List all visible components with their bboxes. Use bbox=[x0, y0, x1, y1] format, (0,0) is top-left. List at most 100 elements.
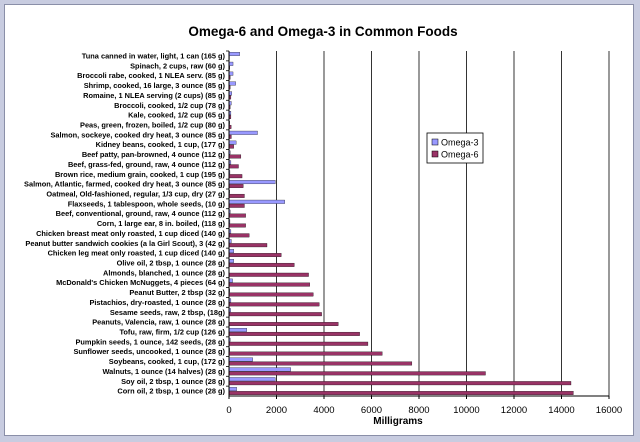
bar-omega-6 bbox=[228, 174, 243, 179]
bar-omega-6 bbox=[228, 223, 246, 228]
bar-omega-6 bbox=[228, 203, 245, 208]
bar-omega-6 bbox=[228, 371, 486, 376]
category-label: Romaine, 1 NLEA serving (2 cups) (85 g) bbox=[83, 91, 225, 100]
legend-box bbox=[426, 132, 484, 164]
category-label: Salmon, Atlantic, farmed, cooked dry hea… bbox=[24, 180, 226, 189]
bar-omega-3 bbox=[228, 387, 237, 392]
bar-omega-6 bbox=[228, 213, 246, 218]
category-label: Salmon, sockeye, cooked dry heat, 3 ounc… bbox=[50, 130, 225, 139]
category-label: Tofu, raw, firm, 1/2 cup (126 g) bbox=[119, 328, 225, 337]
bar-omega-3 bbox=[228, 367, 291, 372]
bar-omega-3 bbox=[228, 61, 234, 66]
bar-omega-3 bbox=[228, 328, 247, 332]
x-tick-label: 6000 bbox=[361, 405, 382, 416]
category-label: Brown rice, medium grain, cooked, 1 cup … bbox=[55, 170, 226, 179]
category-label: Pumpkin seeds, 1 ounce, 142 seeds, (28 g… bbox=[75, 337, 225, 346]
bar-omega-3 bbox=[228, 278, 233, 283]
bar-omega-6 bbox=[228, 322, 339, 326]
bar-omega-6 bbox=[228, 391, 574, 395]
x-tick-label: 16000 bbox=[596, 405, 622, 416]
bar-omega-6 bbox=[228, 272, 309, 277]
bar-omega-3 bbox=[228, 357, 253, 362]
category-label: Peanut Butter, 2 tbsp (32 g) bbox=[129, 288, 225, 297]
bar-omega-3 bbox=[228, 377, 276, 382]
category-label: Chicken breast meat only roasted, 1 cup … bbox=[36, 229, 225, 238]
category-label: Kidney beans, cooked, 1 cup, (177 g) bbox=[96, 140, 226, 149]
bar-omega-6 bbox=[228, 381, 572, 386]
chart-title: Omega-6 and Omega-3 in Common Foods bbox=[188, 24, 457, 39]
bar-omega-6 bbox=[228, 292, 314, 297]
bar-omega-6 bbox=[228, 184, 244, 188]
bar-omega-6 bbox=[228, 341, 369, 346]
legend-swatch bbox=[431, 150, 439, 158]
category-label: Shrimp, cooked, 16 large, 3 ounce (85 g) bbox=[84, 81, 226, 90]
x-tick-label: 8000 bbox=[408, 405, 429, 416]
bar-omega-6 bbox=[228, 164, 239, 169]
gridlines bbox=[276, 51, 610, 396]
bar-omega-3 bbox=[228, 180, 276, 185]
category-label: Spinach, 2 cups, raw (60 g) bbox=[130, 61, 225, 70]
bar-omega-6 bbox=[228, 243, 268, 248]
category-label: Sesame seeds, raw, 2 tbsp, (18g) bbox=[110, 308, 226, 317]
category-label: Tuna canned in water, light, 1 can (165 … bbox=[82, 52, 226, 61]
category-label: Sunflower seeds, uncooked, 1 ounce (28 g… bbox=[73, 347, 225, 356]
bar-omega-3 bbox=[228, 140, 237, 145]
bar-omega-6 bbox=[228, 361, 413, 366]
legend-swatch bbox=[431, 138, 439, 146]
category-label: Corn oil, 2 tbsp, 1 ounce (28 g) bbox=[117, 387, 225, 396]
category-label: Walnuts, 1 ounce (14 halves) (28 g) bbox=[102, 367, 225, 376]
category-label: Broccoli rabe, cooked, 1 NLEA serv. (85 … bbox=[77, 71, 225, 80]
x-tick-label: 14000 bbox=[548, 405, 574, 416]
x-tick-label: 12000 bbox=[501, 405, 527, 416]
legend-label: Omega-3 bbox=[441, 138, 479, 148]
bar-omega-6 bbox=[228, 154, 242, 159]
bar-omega-3 bbox=[228, 130, 258, 135]
bar-omega-6 bbox=[228, 262, 295, 267]
bar-omega-3 bbox=[228, 199, 285, 204]
category-label: Broccoli, cooked, 1/2 cup (78 g) bbox=[114, 101, 225, 110]
category-label: Olive oil, 2 tbsp, 1 ounce (28 g) bbox=[117, 259, 226, 268]
category-label: Beef, conventional, ground, raw, 4 ounce… bbox=[56, 209, 226, 218]
bar-chart: Omega-6 and Omega-3 in Common Foods Tuna… bbox=[24, 24, 622, 427]
axes bbox=[226, 50, 610, 399]
x-tick-label: 10000 bbox=[453, 405, 479, 416]
category-label: Soybeans, cooked, 1 cup, (172 g) bbox=[109, 357, 226, 366]
bar-omega-6 bbox=[228, 302, 320, 307]
x-tick-label: 0 bbox=[226, 405, 231, 416]
category-label: Soy oil, 2 tbsp, 1 ounce (28 g) bbox=[121, 377, 225, 386]
category-label: Peanuts, Valencia, raw, 1 ounce (28 g) bbox=[92, 318, 225, 327]
category-label: Beef patty, pan-browned, 4 ounce (112 g) bbox=[82, 150, 226, 159]
bar-omega-3 bbox=[228, 71, 234, 76]
bar-omega-6 bbox=[228, 312, 322, 317]
legend-label: Omega-6 bbox=[441, 150, 479, 160]
bar-omega-6 bbox=[228, 193, 245, 198]
legend: Omega-3 Omega-6 bbox=[426, 132, 484, 164]
category-label: Chicken leg meat only roasted, 1 cup dic… bbox=[48, 249, 226, 258]
category-label: Beef, grass-fed, ground, raw, 4 ounce (1… bbox=[68, 160, 226, 169]
bars bbox=[228, 52, 574, 395]
bar-omega-6 bbox=[228, 331, 360, 336]
category-label: Corn, 1 large ear, 8 in. boiled, (118 g) bbox=[97, 219, 226, 228]
bar-omega-6 bbox=[228, 144, 234, 149]
category-label: Peas, green, frozen, boiled, 1/2 cup (80… bbox=[80, 121, 226, 130]
chart-frame: Omega-6 and Omega-3 in Common Foods Tuna… bbox=[4, 4, 634, 436]
category-label: McDonald's Chicken McNuggets, 4 pieces (… bbox=[56, 278, 225, 287]
category-label: Peanut butter sandwich cookies (a la Gir… bbox=[25, 239, 225, 248]
bar-omega-6 bbox=[228, 282, 310, 287]
bar-omega-6 bbox=[228, 351, 383, 356]
x-axis-label: Milligrams bbox=[373, 416, 423, 427]
bar-omega-6 bbox=[228, 253, 282, 257]
x-tick-label: 2000 bbox=[266, 405, 287, 416]
category-label: Oatmeal, Old-fashioned, regular, 1/3 cup… bbox=[46, 190, 225, 199]
bar-omega-3 bbox=[228, 259, 234, 263]
x-tick-labels: 0 2000 4000 6000 8000 10000 12000 14000 16000 bbox=[226, 405, 622, 416]
bar-omega-3 bbox=[228, 249, 234, 254]
category-labels: Tuna canned in water, light, 1 can (165 … bbox=[24, 52, 226, 396]
category-label: Almonds, blanched, 1 ounce (28 g) bbox=[103, 268, 226, 277]
bar-omega-6 bbox=[228, 233, 250, 238]
category-label: Kale, cooked, 1/2 cup (65 g) bbox=[128, 111, 225, 120]
category-label: Flaxseeds, 1 tablespoon, whole seeds, (1… bbox=[68, 199, 226, 208]
bar-omega-3 bbox=[228, 52, 240, 56]
x-tick-label: 4000 bbox=[313, 405, 334, 416]
bar-omega-3 bbox=[228, 81, 236, 86]
